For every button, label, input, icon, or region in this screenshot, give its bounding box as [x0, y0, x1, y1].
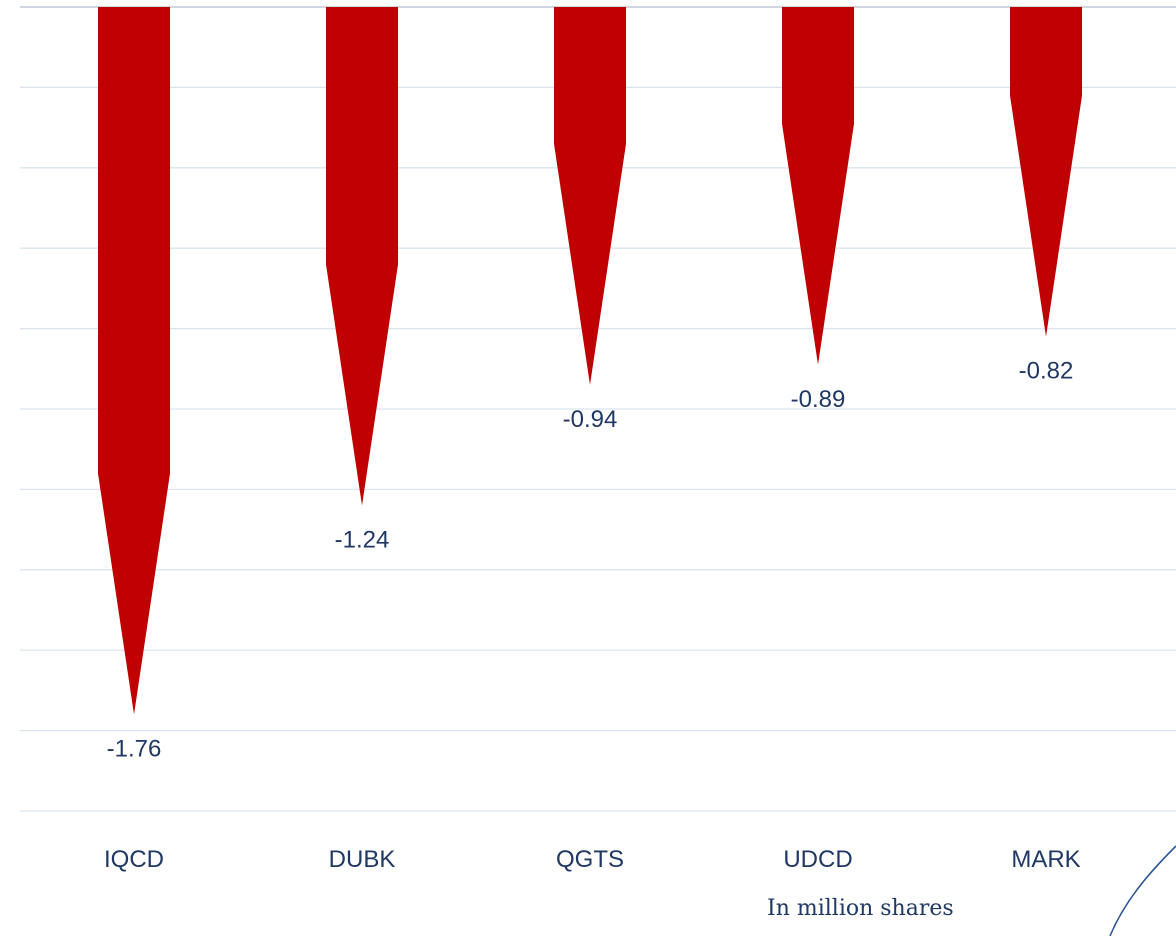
- decorative-curve: [1109, 845, 1176, 936]
- category-label-mark: MARK: [1011, 846, 1080, 873]
- data-label-qgts: -0.94: [563, 406, 618, 433]
- data-label-mark: -0.82: [1019, 358, 1074, 385]
- bar-mark: [1010, 7, 1082, 337]
- bars: [98, 7, 1082, 715]
- category-label-dubk: DUBK: [329, 846, 396, 873]
- category-labels: IQCD DUBK QGTS UDCD MARK: [104, 846, 1081, 873]
- bar-dubk: [326, 7, 398, 506]
- data-label-udcd: -0.89: [791, 386, 846, 413]
- bar-udcd: [782, 7, 854, 365]
- category-label-udcd: UDCD: [783, 846, 852, 873]
- data-label-dubk: -1.24: [335, 526, 390, 553]
- category-label-iqcd: IQCD: [104, 846, 164, 873]
- bar-iqcd: [98, 7, 170, 715]
- data-label-iqcd: -1.76: [107, 736, 162, 763]
- bar-qgts: [554, 7, 626, 385]
- category-label-qgts: QGTS: [556, 846, 624, 873]
- unit-note: In million shares: [767, 896, 954, 921]
- data-labels: -1.76 -1.24 -0.94 -0.89 -0.82: [107, 358, 1074, 763]
